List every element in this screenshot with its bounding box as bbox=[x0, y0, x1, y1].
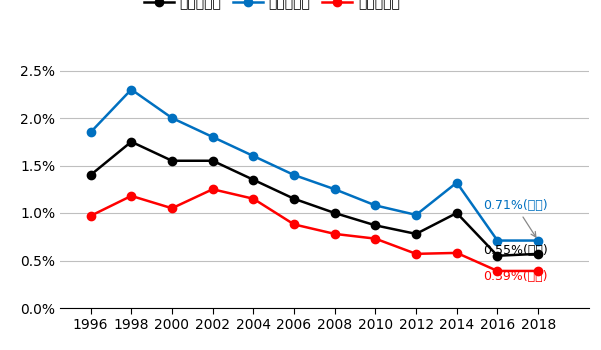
男子中学生 bbox=[168, 116, 175, 120]
男子中学生 bbox=[87, 130, 94, 134]
中学生全体 bbox=[168, 159, 175, 163]
Text: 0.39%(女子): 0.39%(女子) bbox=[483, 270, 548, 283]
女子中学生 bbox=[127, 194, 135, 198]
男子中学生 bbox=[127, 88, 135, 92]
中学生全体 bbox=[127, 140, 135, 144]
中学生全体 bbox=[87, 173, 94, 177]
中学生全体 bbox=[534, 252, 542, 256]
女子中学生 bbox=[494, 269, 501, 273]
女子中学生 bbox=[534, 269, 542, 273]
中学生全体 bbox=[209, 159, 216, 163]
Line: 男子中学生: 男子中学生 bbox=[87, 85, 542, 245]
中学生全体 bbox=[372, 223, 379, 228]
Line: 女子中学生: 女子中学生 bbox=[87, 185, 542, 275]
中学生全体 bbox=[412, 232, 419, 236]
Text: 0.71%(男子): 0.71%(男子) bbox=[483, 199, 548, 237]
男子中学生 bbox=[372, 203, 379, 208]
男子中学生 bbox=[412, 213, 419, 217]
女子中学生 bbox=[168, 206, 175, 210]
男子中学生 bbox=[209, 135, 216, 139]
中学生全体 bbox=[453, 211, 460, 215]
女子中学生 bbox=[250, 197, 257, 201]
女子中学生 bbox=[331, 232, 338, 236]
Legend: 中学生全体, 男子中学生, 女子中学生: 中学生全体, 男子中学生, 女子中学生 bbox=[138, 0, 405, 15]
女子中学生 bbox=[372, 237, 379, 241]
男子中学生 bbox=[331, 187, 338, 191]
Text: 0.55%(全体): 0.55%(全体) bbox=[483, 245, 548, 258]
女子中学生 bbox=[290, 222, 297, 226]
中学生全体 bbox=[250, 178, 257, 182]
男子中学生 bbox=[534, 238, 542, 243]
女子中学生 bbox=[209, 187, 216, 191]
中学生全体 bbox=[494, 254, 501, 258]
男子中学生 bbox=[453, 181, 460, 185]
女子中学生 bbox=[453, 251, 460, 255]
中学生全体 bbox=[290, 197, 297, 201]
男子中学生 bbox=[290, 173, 297, 177]
女子中学生 bbox=[87, 214, 94, 218]
男子中学生 bbox=[250, 154, 257, 158]
男子中学生 bbox=[494, 238, 501, 243]
女子中学生 bbox=[412, 252, 419, 256]
中学生全体 bbox=[331, 211, 338, 215]
Line: 中学生全体: 中学生全体 bbox=[87, 138, 542, 260]
